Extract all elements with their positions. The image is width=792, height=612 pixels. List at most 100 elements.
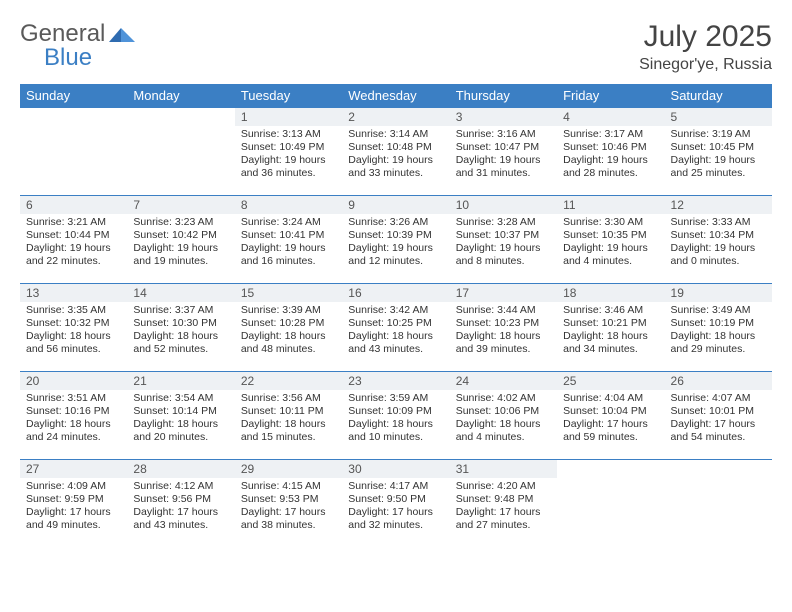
day-number: 6 <box>20 196 127 214</box>
calendar-cell: 28Sunrise: 4:12 AMSunset: 9:56 PMDayligh… <box>127 460 234 548</box>
header: General Blue July 2025 Sinegor'ye, Russi… <box>20 20 772 74</box>
calendar-row: 27Sunrise: 4:09 AMSunset: 9:59 PMDayligh… <box>20 460 772 548</box>
day-number: 11 <box>557 196 664 214</box>
calendar-cell: 12Sunrise: 3:33 AMSunset: 10:34 PMDaylig… <box>665 196 772 284</box>
calendar-cell: 15Sunrise: 3:39 AMSunset: 10:28 PMDaylig… <box>235 284 342 372</box>
day-number: 14 <box>127 284 234 302</box>
calendar-cell: 14Sunrise: 3:37 AMSunset: 10:30 PMDaylig… <box>127 284 234 372</box>
calendar-cell: 24Sunrise: 4:02 AMSunset: 10:06 PMDaylig… <box>450 372 557 460</box>
day-number: 22 <box>235 372 342 390</box>
calendar-cell: 2Sunrise: 3:14 AMSunset: 10:48 PMDayligh… <box>342 108 449 196</box>
title-block: July 2025 Sinegor'ye, Russia <box>639 20 772 74</box>
day-details: Sunrise: 3:35 AMSunset: 10:32 PMDaylight… <box>20 302 127 361</box>
calendar-cell: 17Sunrise: 3:44 AMSunset: 10:23 PMDaylig… <box>450 284 557 372</box>
day-details: Sunrise: 3:21 AMSunset: 10:44 PMDaylight… <box>20 214 127 273</box>
day-number: 3 <box>450 108 557 126</box>
day-number: 15 <box>235 284 342 302</box>
brand-text-blue: Blue <box>44 44 92 72</box>
day-details: Sunrise: 3:17 AMSunset: 10:46 PMDaylight… <box>557 126 664 185</box>
calendar-cell-empty <box>557 460 664 548</box>
day-details: Sunrise: 3:37 AMSunset: 10:30 PMDaylight… <box>127 302 234 361</box>
day-number: 4 <box>557 108 664 126</box>
calendar-cell: 1Sunrise: 3:13 AMSunset: 10:49 PMDayligh… <box>235 108 342 196</box>
calendar-table: SundayMondayTuesdayWednesdayThursdayFrid… <box>20 84 772 548</box>
weekday-header: Saturday <box>665 84 772 108</box>
day-details: Sunrise: 3:44 AMSunset: 10:23 PMDaylight… <box>450 302 557 361</box>
calendar-cell-empty <box>20 108 127 196</box>
day-number: 25 <box>557 372 664 390</box>
calendar-cell: 31Sunrise: 4:20 AMSunset: 9:48 PMDayligh… <box>450 460 557 548</box>
day-number: 1 <box>235 108 342 126</box>
calendar-cell: 19Sunrise: 3:49 AMSunset: 10:19 PMDaylig… <box>665 284 772 372</box>
day-number: 2 <box>342 108 449 126</box>
day-number: 9 <box>342 196 449 214</box>
day-number: 20 <box>20 372 127 390</box>
day-number: 8 <box>235 196 342 214</box>
day-details: Sunrise: 3:42 AMSunset: 10:25 PMDaylight… <box>342 302 449 361</box>
brand-mark-icon <box>109 22 135 47</box>
day-number: 10 <box>450 196 557 214</box>
weekday-header: Monday <box>127 84 234 108</box>
calendar-cell: 4Sunrise: 3:17 AMSunset: 10:46 PMDayligh… <box>557 108 664 196</box>
calendar-cell: 29Sunrise: 4:15 AMSunset: 9:53 PMDayligh… <box>235 460 342 548</box>
calendar-cell: 26Sunrise: 4:07 AMSunset: 10:01 PMDaylig… <box>665 372 772 460</box>
calendar-row: 20Sunrise: 3:51 AMSunset: 10:16 PMDaylig… <box>20 372 772 460</box>
day-details: Sunrise: 4:15 AMSunset: 9:53 PMDaylight:… <box>235 478 342 537</box>
day-details: Sunrise: 4:04 AMSunset: 10:04 PMDaylight… <box>557 390 664 449</box>
calendar-cell: 25Sunrise: 4:04 AMSunset: 10:04 PMDaylig… <box>557 372 664 460</box>
calendar-cell: 21Sunrise: 3:54 AMSunset: 10:14 PMDaylig… <box>127 372 234 460</box>
calendar-cell: 18Sunrise: 3:46 AMSunset: 10:21 PMDaylig… <box>557 284 664 372</box>
day-details: Sunrise: 3:59 AMSunset: 10:09 PMDaylight… <box>342 390 449 449</box>
day-details: Sunrise: 3:24 AMSunset: 10:41 PMDaylight… <box>235 214 342 273</box>
day-details: Sunrise: 3:16 AMSunset: 10:47 PMDaylight… <box>450 126 557 185</box>
day-details: Sunrise: 4:02 AMSunset: 10:06 PMDaylight… <box>450 390 557 449</box>
calendar-cell: 7Sunrise: 3:23 AMSunset: 10:42 PMDayligh… <box>127 196 234 284</box>
calendar-row: 6Sunrise: 3:21 AMSunset: 10:44 PMDayligh… <box>20 196 772 284</box>
calendar-cell: 27Sunrise: 4:09 AMSunset: 9:59 PMDayligh… <box>20 460 127 548</box>
calendar-row: 1Sunrise: 3:13 AMSunset: 10:49 PMDayligh… <box>20 108 772 196</box>
weekday-header: Sunday <box>20 84 127 108</box>
brand-logo: General Blue <box>20 20 137 48</box>
calendar-cell: 23Sunrise: 3:59 AMSunset: 10:09 PMDaylig… <box>342 372 449 460</box>
day-number: 31 <box>450 460 557 478</box>
day-number: 28 <box>127 460 234 478</box>
day-details: Sunrise: 3:26 AMSunset: 10:39 PMDaylight… <box>342 214 449 273</box>
day-number: 7 <box>127 196 234 214</box>
calendar-cell: 30Sunrise: 4:17 AMSunset: 9:50 PMDayligh… <box>342 460 449 548</box>
day-number: 21 <box>127 372 234 390</box>
day-details: Sunrise: 3:33 AMSunset: 10:34 PMDaylight… <box>665 214 772 273</box>
day-details: Sunrise: 3:54 AMSunset: 10:14 PMDaylight… <box>127 390 234 449</box>
day-details: Sunrise: 4:09 AMSunset: 9:59 PMDaylight:… <box>20 478 127 537</box>
day-details: Sunrise: 3:14 AMSunset: 10:48 PMDaylight… <box>342 126 449 185</box>
day-details: Sunrise: 3:39 AMSunset: 10:28 PMDaylight… <box>235 302 342 361</box>
location-label: Sinegor'ye, Russia <box>639 56 772 74</box>
day-number: 23 <box>342 372 449 390</box>
calendar-cell: 11Sunrise: 3:30 AMSunset: 10:35 PMDaylig… <box>557 196 664 284</box>
day-details: Sunrise: 3:56 AMSunset: 10:11 PMDaylight… <box>235 390 342 449</box>
weekday-header: Tuesday <box>235 84 342 108</box>
day-number: 17 <box>450 284 557 302</box>
calendar-cell-empty <box>665 460 772 548</box>
calendar-cell: 16Sunrise: 3:42 AMSunset: 10:25 PMDaylig… <box>342 284 449 372</box>
day-number: 13 <box>20 284 127 302</box>
calendar-cell-empty <box>127 108 234 196</box>
day-number: 24 <box>450 372 557 390</box>
day-details: Sunrise: 3:23 AMSunset: 10:42 PMDaylight… <box>127 214 234 273</box>
day-number: 26 <box>665 372 772 390</box>
day-details: Sunrise: 3:30 AMSunset: 10:35 PMDaylight… <box>557 214 664 273</box>
day-details: Sunrise: 3:28 AMSunset: 10:37 PMDaylight… <box>450 214 557 273</box>
day-number: 19 <box>665 284 772 302</box>
calendar-body: 1Sunrise: 3:13 AMSunset: 10:49 PMDayligh… <box>20 108 772 548</box>
calendar-header-row: SundayMondayTuesdayWednesdayThursdayFrid… <box>20 84 772 108</box>
day-number: 16 <box>342 284 449 302</box>
weekday-header: Wednesday <box>342 84 449 108</box>
day-number: 18 <box>557 284 664 302</box>
calendar-cell: 13Sunrise: 3:35 AMSunset: 10:32 PMDaylig… <box>20 284 127 372</box>
weekday-header: Thursday <box>450 84 557 108</box>
calendar-cell: 9Sunrise: 3:26 AMSunset: 10:39 PMDayligh… <box>342 196 449 284</box>
calendar-cell: 8Sunrise: 3:24 AMSunset: 10:41 PMDayligh… <box>235 196 342 284</box>
day-number: 30 <box>342 460 449 478</box>
day-details: Sunrise: 3:19 AMSunset: 10:45 PMDaylight… <box>665 126 772 185</box>
day-details: Sunrise: 3:51 AMSunset: 10:16 PMDaylight… <box>20 390 127 449</box>
day-number: 5 <box>665 108 772 126</box>
